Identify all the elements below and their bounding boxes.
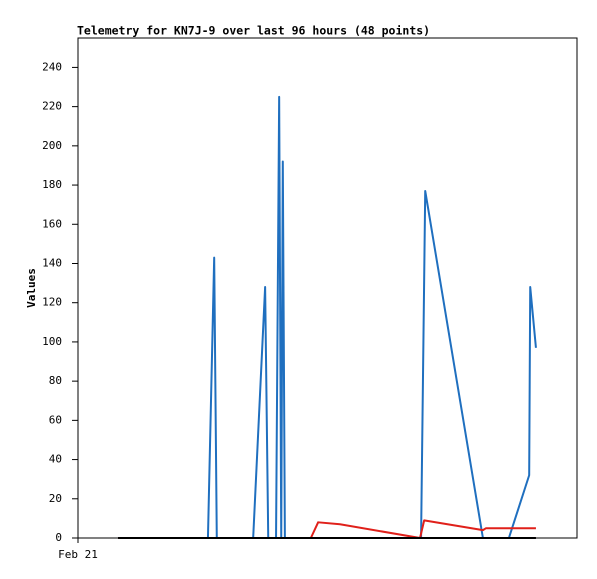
y-tick-label: 20 [49, 492, 62, 505]
y-tick-label: 220 [42, 100, 62, 113]
y-tick-label: 0 [55, 531, 62, 544]
plot-frame [77, 37, 578, 539]
y-tick-label: 200 [42, 139, 62, 152]
y-tick-label: 40 [49, 453, 62, 466]
series-line [118, 95, 537, 539]
y-tick-label: 60 [49, 413, 62, 426]
y-axis-label: Values [25, 268, 38, 308]
y-tick-label: 240 [42, 60, 62, 73]
y-tick-label: 100 [42, 335, 62, 348]
x-tick-label: Feb 21 [58, 548, 98, 561]
y-tick-label: 180 [42, 178, 62, 191]
chart-title: Telemetry for KN7J-9 over last 96 hours … [77, 24, 430, 38]
y-tick-label: 120 [42, 296, 62, 309]
y-tick-label: 160 [42, 217, 62, 230]
y-tick-label: 140 [42, 256, 62, 269]
series-line [118, 519, 536, 539]
y-tick-label: 80 [49, 374, 62, 387]
